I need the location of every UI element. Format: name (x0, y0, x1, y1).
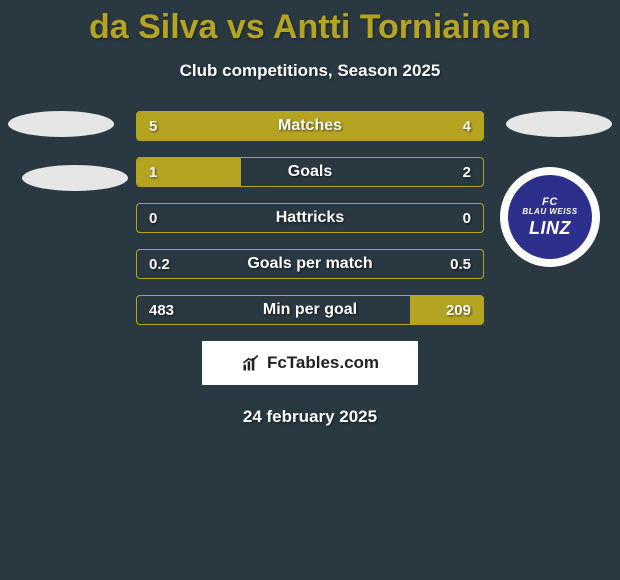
stat-label: Goals (137, 158, 483, 186)
ellipse-shape (22, 165, 128, 191)
ellipse-shape (506, 111, 612, 137)
date-text: 24 february 2025 (0, 407, 620, 427)
stat-value-right: 4 (463, 112, 471, 140)
stat-label: Matches (137, 112, 483, 140)
stat-row: 5Matches4 (136, 111, 484, 141)
right-player-placeholder (506, 111, 612, 165)
comparison-arena: FC BLAU WEISS LINZ 5Matches4 1Goals2 0Hatt… (0, 111, 620, 427)
stat-label: Hattricks (137, 204, 483, 232)
stat-label: Min per goal (137, 296, 483, 324)
stat-value-right: 209 (446, 296, 471, 324)
left-player-placeholder (8, 111, 128, 219)
stat-row: 0Hattricks0 (136, 203, 484, 233)
page-title: da Silva vs Antti Torniainen (0, 0, 620, 47)
subtitle: Club competitions, Season 2025 (0, 61, 620, 81)
stat-label: Goals per match (137, 250, 483, 278)
club-badge-line1: FC (542, 196, 558, 208)
brand-logo-box: FcTables.com (202, 341, 418, 385)
club-badge: FC BLAU WEISS LINZ (500, 167, 600, 267)
comparison-bars: 5Matches4 1Goals2 0Hattricks0 0.2Goals per … (136, 111, 484, 325)
stat-value-right: 0.5 (450, 250, 471, 278)
stat-row: 1Goals2 (136, 157, 484, 187)
stat-row: 483Min per goal209 (136, 295, 484, 325)
barchart-icon (241, 353, 261, 373)
stat-value-right: 0 (463, 204, 471, 232)
stat-row: 0.2Goals per match0.5 (136, 249, 484, 279)
brand-text: FcTables.com (267, 353, 379, 373)
club-badge-inner: FC BLAU WEISS LINZ (508, 175, 592, 259)
club-badge-line3: LINZ (529, 219, 571, 239)
club-badge-line2: BLAU WEISS (522, 208, 577, 217)
stat-value-right: 2 (463, 158, 471, 186)
ellipse-shape (8, 111, 114, 137)
